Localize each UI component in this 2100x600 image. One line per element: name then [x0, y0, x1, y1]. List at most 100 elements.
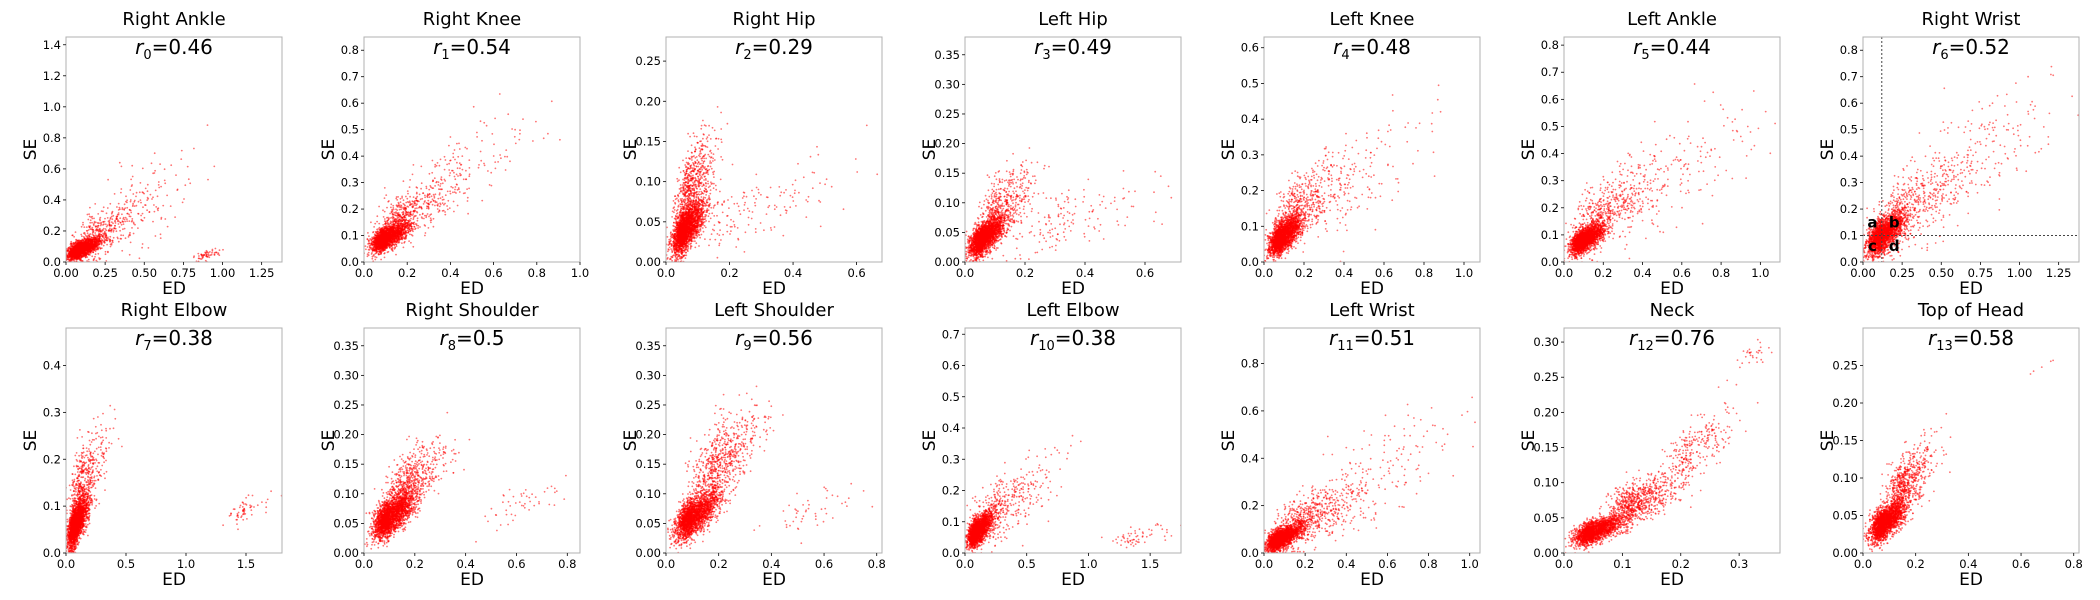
data-point	[81, 244, 84, 247]
data-point	[72, 255, 75, 258]
data-point	[146, 209, 149, 212]
data-point	[170, 164, 173, 167]
data-point	[88, 233, 91, 236]
data-point	[371, 257, 374, 260]
data-point	[105, 236, 108, 239]
data-point	[124, 220, 126, 223]
data-point	[122, 221, 124, 223]
data-point	[380, 258, 382, 261]
data-point	[115, 230, 118, 233]
data-point	[383, 252, 386, 255]
data-point	[92, 230, 95, 233]
data-point	[115, 217, 118, 220]
data-point	[366, 238, 369, 240]
data-point	[131, 218, 134, 220]
data-point	[124, 237, 127, 240]
data-point	[68, 250, 71, 253]
data-point	[372, 243, 374, 245]
data-point	[164, 182, 167, 185]
data-point	[160, 185, 163, 188]
data-point	[181, 201, 184, 204]
y-tick-label: 0.4	[43, 193, 61, 207]
data-point	[91, 247, 93, 250]
data-point	[154, 169, 157, 172]
data-point	[139, 199, 142, 202]
data-point	[89, 243, 91, 246]
data-point	[80, 233, 83, 236]
data-point	[401, 242, 403, 245]
data-point	[141, 167, 144, 170]
data-point	[131, 205, 134, 208]
data-point	[84, 256, 87, 259]
data-point	[366, 246, 369, 248]
data-point	[153, 204, 155, 206]
data-point	[99, 227, 101, 230]
data-point	[388, 230, 390, 233]
x-axis-label: ED	[162, 279, 186, 299]
data-point	[151, 198, 153, 200]
y-tick-label: 1.0	[43, 100, 61, 114]
data-point	[132, 222, 135, 225]
data-point	[114, 225, 116, 227]
y-tick-label: 0.8	[43, 131, 61, 145]
data-point	[95, 237, 98, 240]
data-point	[117, 209, 120, 211]
data-point	[365, 248, 367, 251]
data-point	[120, 191, 122, 194]
data-point	[85, 235, 88, 238]
data-point	[76, 245, 79, 248]
data-point	[174, 216, 177, 219]
data-point	[122, 228, 124, 231]
data-point	[373, 253, 375, 256]
data-point	[119, 221, 122, 224]
data-point	[125, 195, 127, 198]
data-point	[87, 218, 90, 221]
data-point	[117, 213, 120, 216]
data-point	[391, 249, 394, 252]
data-point	[119, 229, 121, 232]
data-point	[377, 237, 380, 239]
data-point	[79, 245, 82, 248]
data-point	[79, 253, 82, 256]
data-point	[121, 249, 124, 252]
data-point	[83, 252, 86, 254]
data-point	[368, 242, 371, 245]
data-point	[90, 216, 92, 219]
data-point	[90, 249, 92, 252]
data-point	[128, 253, 131, 256]
data-point	[144, 187, 147, 190]
data-point	[96, 248, 98, 251]
data-point	[104, 223, 107, 226]
data-point	[90, 251, 92, 254]
data-point	[93, 217, 95, 220]
data-point	[118, 161, 121, 164]
data-point	[89, 221, 92, 224]
data-point	[99, 257, 102, 260]
data-point	[389, 246, 391, 249]
data-point	[70, 242, 73, 245]
data-point	[86, 242, 88, 245]
y-tick-label: 0.2	[43, 224, 61, 238]
data-point	[81, 252, 83, 254]
data-point	[158, 186, 161, 189]
data-point	[117, 202, 120, 205]
data-point	[99, 224, 102, 227]
data-point	[367, 248, 370, 251]
data-point	[152, 172, 155, 175]
data-point	[103, 220, 106, 223]
data-points	[364, 93, 561, 262]
data-point	[83, 237, 86, 240]
data-point	[199, 257, 202, 260]
data-point	[142, 206, 144, 209]
data-point	[374, 258, 377, 261]
data-point	[91, 243, 94, 246]
data-point	[382, 246, 385, 249]
data-point	[184, 184, 187, 187]
data-point	[156, 195, 159, 198]
data-point	[123, 203, 126, 206]
data-point	[108, 223, 111, 226]
x-tick-label: 0.75	[171, 266, 197, 280]
data-point	[68, 255, 70, 258]
data-point	[108, 230, 110, 233]
